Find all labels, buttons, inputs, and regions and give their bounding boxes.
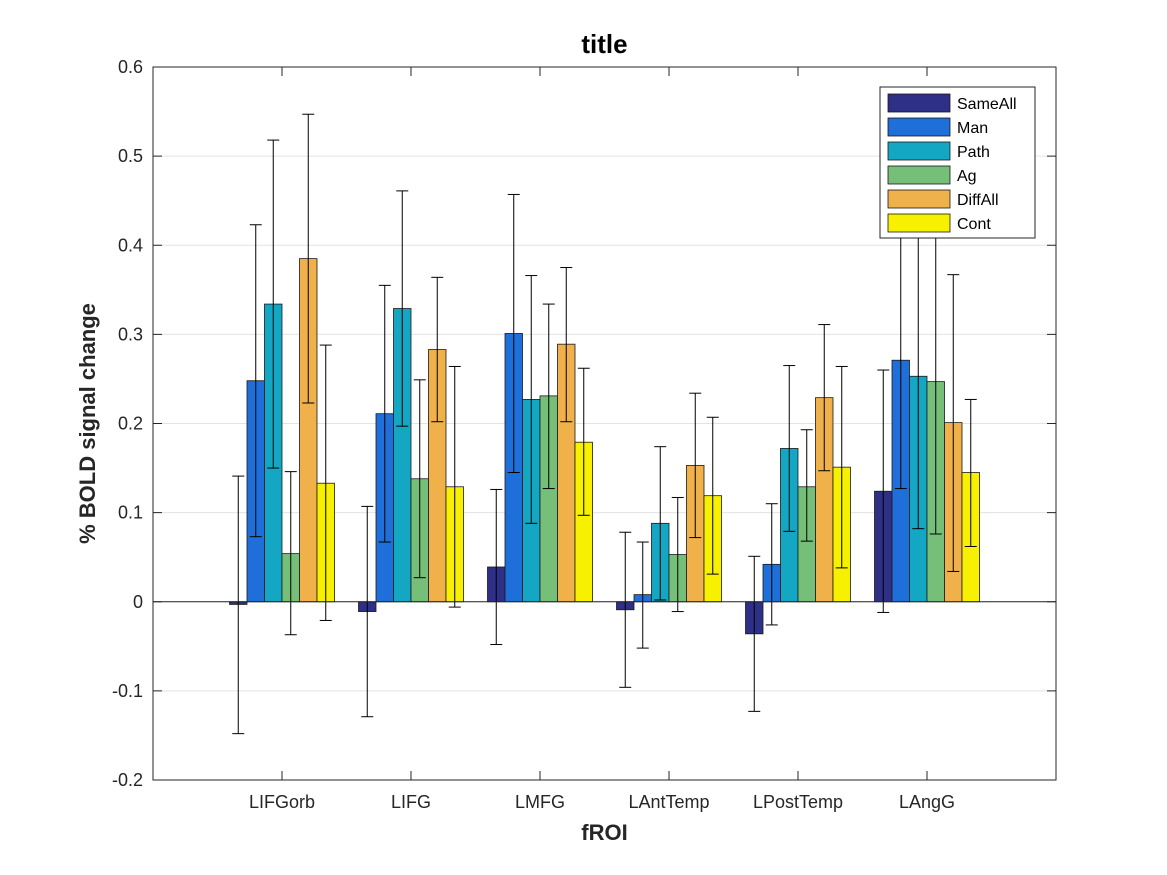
error-bar (636, 541, 649, 649)
legend-label: Man (957, 120, 988, 137)
error-bar (431, 276, 444, 423)
legend-label: Ag (957, 168, 977, 185)
error-bar (448, 365, 461, 608)
x-tick-label: LPostTemp (753, 792, 843, 812)
legend-label: Path (957, 144, 990, 161)
error-bar (361, 505, 374, 718)
x-tick-label: LMFG (515, 792, 565, 812)
y-tick-label: 0.4 (118, 235, 143, 255)
legend-label: Cont (957, 216, 991, 233)
error-bar (525, 275, 538, 524)
error-bar (689, 392, 702, 539)
y-tick-label: -0.1 (112, 681, 143, 701)
error-bar (800, 429, 813, 542)
y-tick-label: 0.2 (118, 414, 143, 434)
y-tick-label: 0.3 (118, 324, 143, 344)
legend-swatch-path (887, 141, 951, 161)
error-bar (964, 398, 977, 547)
x-tick-label: LIFGorb (249, 792, 315, 812)
y-tick-label: -0.2 (112, 770, 143, 790)
legend-swatch-man (887, 117, 951, 137)
error-bars (232, 113, 977, 735)
error-bar (947, 274, 960, 572)
error-bar (560, 267, 573, 423)
error-bar (765, 503, 778, 626)
chart-title: title (581, 29, 627, 59)
legend-label: DiffAll (957, 192, 999, 209)
error-bar (671, 496, 684, 613)
x-tick-label: LAngG (899, 792, 955, 812)
error-bar (232, 475, 245, 735)
y-tick-label: 0 (133, 592, 143, 612)
legend-swatch-sameall (887, 93, 951, 113)
error-bar (284, 471, 297, 636)
y-tick-label: 0.6 (118, 57, 143, 77)
error-bar (877, 369, 890, 613)
y-axis-ticks: -0.2 -0.1 0 0.1 0.2 0.3 0.4 0.5 0.6 (112, 57, 1056, 790)
error-bar (654, 446, 667, 601)
legend-swatch-ag (887, 165, 951, 185)
error-bar (302, 113, 315, 404)
error-bar (818, 324, 831, 472)
error-bar (490, 488, 503, 646)
error-bar (267, 139, 280, 469)
error-bar (577, 367, 590, 516)
error-bar (249, 224, 262, 538)
x-tick-label: LAntTemp (628, 792, 709, 812)
error-bar (706, 416, 719, 575)
legend-swatch-diffall (887, 189, 951, 209)
error-bar (835, 365, 848, 569)
y-tick-label: 0.5 (118, 146, 143, 166)
error-bar (619, 531, 632, 688)
error-bar (378, 284, 391, 543)
error-bar (507, 193, 520, 474)
legend-label: SameAll (957, 96, 1017, 113)
error-bar (319, 344, 332, 621)
legend-swatch-cont (887, 213, 951, 233)
x-axis-ticks: LIFGorb LIFG LMFG LAntTemp LPostTemp LAngG (249, 67, 955, 812)
x-tick-label: LIFG (391, 792, 431, 812)
error-bar (542, 303, 555, 490)
legend: SameAll Man Path Ag DiffAll Cont (879, 86, 1036, 239)
error-bar (413, 379, 426, 579)
x-axis-title: fROI (581, 820, 627, 845)
error-bar (748, 555, 761, 712)
error-bar (396, 190, 409, 427)
y-tick-label: 0.1 (118, 503, 143, 523)
error-bar (783, 365, 796, 532)
y-axis-title: % BOLD signal change (75, 303, 100, 544)
